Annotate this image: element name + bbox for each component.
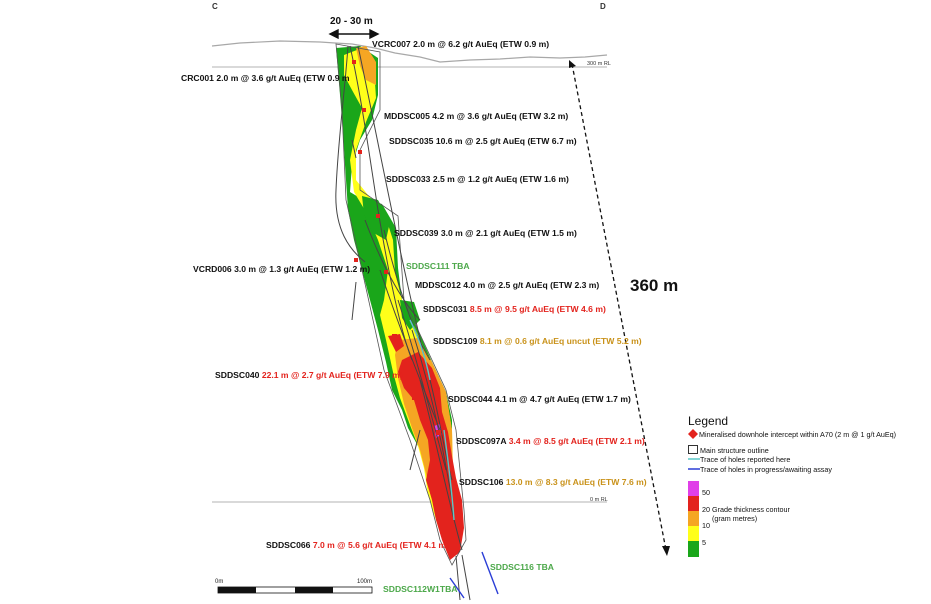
width-label: 20 - 30 m	[330, 16, 373, 27]
intercept-label: CRC001 2.0 m @ 3.6 g/t AuEq (ETW 0.9 m	[181, 73, 350, 83]
contour-swatch-green	[688, 541, 699, 557]
contour-title: Grade thickness contour	[712, 505, 790, 514]
rl-zero-label: 0 m RL	[590, 497, 608, 503]
contour-value-10: 10	[702, 521, 710, 530]
contour-value-20: 20	[702, 505, 710, 514]
rl-top-label: 300 m RL	[587, 61, 611, 67]
intercept-label: SDDSC116 TBA	[490, 562, 555, 572]
intercept-label: SDDSC031 8.5 m @ 9.5 g/t AuEq (ETW 4.6 m…	[423, 304, 606, 314]
section-corner-d: D	[600, 2, 606, 11]
intercept-label: MDDSC005 4.2 m @ 3.6 g/t AuEq (ETW 3.2 m…	[384, 111, 569, 121]
line-icon	[688, 468, 700, 470]
intercept-label: VCRD006 3.0 m @ 1.3 g/t AuEq (ETW 1.2 m)	[193, 264, 371, 274]
width-arrow	[328, 28, 380, 40]
legend-item-intercept: Mineralised downhole intercept within A7…	[699, 430, 897, 439]
intercept-label: SDDSC039 3.0 m @ 2.1 g/t AuEq (ETW 1.5 m…	[394, 228, 577, 238]
drill-traces	[335, 45, 471, 601]
legend-item-awaiting: Trace of holes in progress/awaiting assa…	[700, 465, 832, 474]
contour-value-5: 5	[702, 538, 706, 547]
scale-bar	[217, 586, 373, 594]
intercept-label: SDDSC106 13.0 m @ 8.3 g/t AuEq (ETW 7.6 …	[459, 477, 647, 487]
section-corner-c: C	[212, 2, 218, 11]
intercept-label: VCRC007 2.0 m @ 6.2 g/t AuEq (ETW 0.9 m)	[372, 39, 550, 49]
contour-swatch-red	[688, 496, 699, 511]
legend-title: Legend	[688, 414, 729, 428]
depth-label: 360 m	[630, 276, 679, 295]
legend: Legend	[688, 414, 928, 430]
contour-green-patch	[362, 196, 420, 330]
intercept-label: SDDSC111 TBA	[406, 261, 470, 271]
contour-swatch-magenta	[688, 481, 699, 496]
intercept-label: SDDSC097A 3.4 m @ 8.5 g/t AuEq (ETW 2.1 …	[456, 436, 645, 446]
awaiting-hole-traces	[449, 551, 499, 599]
depth-arrow	[569, 60, 670, 556]
red-diamond-icon	[688, 429, 698, 439]
scale-start-label: 0m	[215, 579, 224, 585]
topography-line	[211, 40, 608, 63]
contour-red	[388, 334, 464, 560]
legend-item-reported: Trace of holes reported here	[700, 455, 791, 464]
line-icon	[688, 458, 700, 460]
intercept-label: SDDSC040 22.1 m @ 2.7 g/t AuEq (ETW 7.9 …	[215, 370, 403, 380]
contour-subtitle: (gram metres)	[712, 514, 758, 523]
intercept-label: SDDSC109 8.1 m @ 0.6 g/t AuEq uncut (ETW…	[433, 336, 642, 346]
intercept-label: SDDSC033 2.5 m @ 1.2 g/t AuEq (ETW 1.6 m…	[386, 174, 569, 184]
main-structure-outline	[335, 43, 467, 566]
contour-swatch-yellow	[688, 526, 699, 541]
reported-hole-traces	[409, 319, 455, 521]
intercept-label: SDDSC044 4.1 m @ 4.7 g/t AuEq (ETW 1.7 m…	[448, 394, 631, 404]
intercept-label: SDDSC112W1TBA	[383, 584, 458, 594]
legend-item-structure: Main structure outline	[700, 446, 769, 455]
outline-box-icon	[688, 445, 698, 454]
scale-end-label: 100m	[357, 579, 373, 585]
intercept-markers	[352, 60, 450, 540]
intercept-label: SDDSC035 10.6 m @ 2.5 g/t AuEq (ETW 6.7 …	[389, 136, 577, 146]
contour-value-50: 50	[702, 488, 710, 497]
contour-swatch-orange	[688, 511, 699, 526]
intercept-label: SDDSC066 7.0 m @ 5.6 g/t AuEq (ETW 4.1 m…	[266, 540, 449, 550]
intercept-label: MDDSC012 4.0 m @ 2.5 g/t AuEq (ETW 2.3 m…	[415, 280, 600, 290]
